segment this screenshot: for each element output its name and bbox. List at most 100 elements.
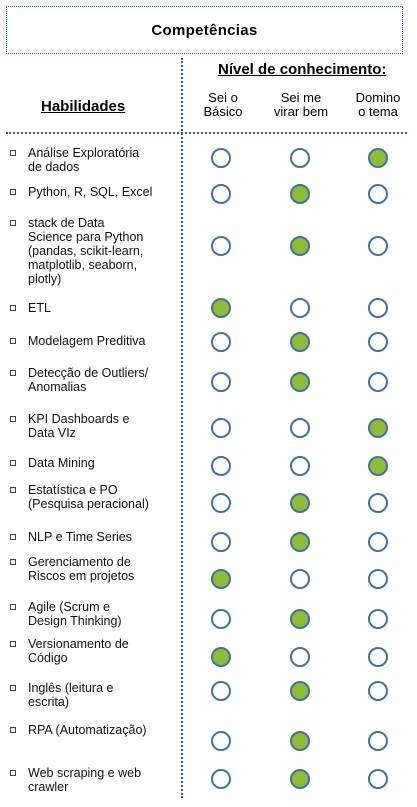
skill-name-line: RPA (Automatização) [28,723,147,737]
skill-name: Modelagem Preditiva [28,334,178,348]
level-dot [290,418,310,438]
skill-name-line: Data Mining [28,456,95,470]
level-dot [211,681,231,701]
level-dot [368,236,388,256]
level-dot [211,731,231,751]
skill-name: Data Mining [28,456,178,470]
bullet-icon [10,770,16,776]
bullet-icon [10,338,16,344]
level-dot-selected [290,769,310,789]
skill-name: Gerenciamento de Riscos em projetos [28,555,178,583]
level-dot-selected [211,569,231,589]
skill-name-line: ETL [28,301,51,315]
level-dot [368,569,388,589]
column-header-line: Sei me [280,90,322,105]
level-dot [368,731,388,751]
level-dot [211,769,231,789]
level-heading: Nível de conhecimento: [218,61,387,78]
bullet-icon [10,727,16,733]
level-dot [368,532,388,552]
level-dot [368,332,388,352]
column-header-line: o tema [358,104,398,119]
bullet-icon [10,220,16,226]
skill-name: stack de Data Science para Python (pandas,… [28,216,178,286]
level-dot [368,493,388,513]
level-dot [368,769,388,789]
skill-name-line: de dados [28,160,80,174]
bullet-icon [10,534,16,540]
level-dot [211,418,231,438]
skill-name-line: escrita) [28,695,69,709]
skill-name-line: Estatística e PO [28,483,118,497]
level-dot-selected [290,332,310,352]
bullet-icon [10,150,16,156]
bullet-icon [10,641,16,647]
column-header-advanced: Domino o tema [343,91,413,119]
level-dot [368,298,388,318]
level-dot [290,569,310,589]
level-dot [368,681,388,701]
level-dot [290,148,310,168]
level-dot [368,647,388,667]
skill-name: ETL [28,301,178,315]
level-dot [211,184,231,204]
level-dot-selected [368,148,388,168]
level-dot-selected [290,372,310,392]
bullet-icon [10,305,16,311]
level-dot [368,609,388,629]
column-header-line: Sei o [208,90,238,105]
level-dot-selected [211,647,231,667]
bullet-icon [10,487,16,493]
level-dot [211,609,231,629]
level-dot [211,332,231,352]
skill-name: Estatística e PO (Pesquisa peracional) [28,483,178,511]
vertical-divider [181,58,183,798]
column-header-intermediate: Sei me virar bem [266,91,336,119]
skill-name: Inglês (leitura e escrita) [28,681,178,709]
level-dot [211,532,231,552]
skill-name-line: Inglês (leitura e [28,681,114,695]
skills-heading: Habilidades [41,98,126,115]
level-dot [211,236,231,256]
skill-name-line: Data VIz [28,426,76,440]
skill-name-line: KPI Dashboards e [28,412,130,426]
skill-name-line: plotly) [28,272,62,286]
skill-name: Python, R, SQL, Excel [28,185,178,199]
skill-name: Web scraping e web crawler [28,766,178,794]
skill-name-line: Agile (Scrum e [28,600,110,614]
column-header-line: virar bem [273,104,329,119]
level-dot-selected [290,609,310,629]
skill-name: Versionamento de Código [28,637,178,665]
skill-name-line: stack de Data [28,216,105,230]
skill-name-line: NLP e Time Series [28,530,132,544]
skill-name: KPI Dashboards e Data VIz [28,412,178,440]
skill-name-line: Science para Python [28,230,144,244]
title-box: Competências [6,6,403,54]
level-dot [211,493,231,513]
skill-name: RPA (Automatização) [28,723,178,737]
skill-name-line: Anomalias [28,380,87,394]
level-dot-selected [290,493,310,513]
level-dot-selected [290,184,310,204]
bullet-icon [10,416,16,422]
level-dot-selected [290,681,310,701]
bullet-icon [10,559,16,565]
level-dot [211,372,231,392]
horizontal-divider [6,132,407,134]
level-dot-selected [368,418,388,438]
skill-name: Agile (Scrum e Design Thinking) [28,600,178,628]
skill-name-line: Análise Exploratória [28,146,140,160]
skill-name-line: Modelagem Preditiva [28,334,146,348]
skill-name-line: Gerenciamento de [28,555,131,569]
level-dot [290,647,310,667]
level-dot-selected [290,236,310,256]
level-dot [211,148,231,168]
skill-name-line: Python, R, SQL, Excel [28,185,153,199]
bullet-icon [10,460,16,466]
bullet-icon [10,604,16,610]
page-title: Competências [151,21,258,39]
skill-name-line: (pandas, scikit-learn, [28,244,144,258]
level-dot-selected [290,731,310,751]
bullet-icon [10,189,16,195]
level-dot-selected [368,456,388,476]
